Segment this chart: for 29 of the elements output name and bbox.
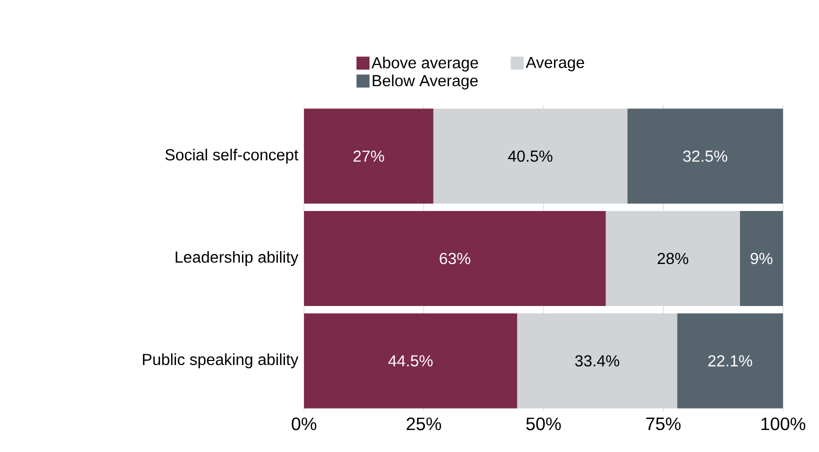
x-tick-label: 75% (646, 418, 681, 430)
data-label: 27% (354, 150, 384, 162)
bar (304, 108, 434, 204)
x-tick-label: 0% (292, 418, 316, 430)
bar (606, 211, 740, 306)
legend-label: Average (526, 56, 584, 72)
data-label: 33.4% (575, 355, 620, 366)
bar (304, 211, 606, 306)
bar (517, 313, 678, 408)
x-tick-label: 50% (526, 418, 561, 430)
data-label: 32.5% (683, 150, 728, 162)
data-label: 44.5% (388, 355, 433, 366)
bar (433, 108, 628, 204)
data-label: 9% (750, 252, 772, 264)
bar (627, 108, 784, 204)
bar (304, 313, 518, 408)
data-label: 22.1% (708, 355, 752, 366)
data-label: 28% (658, 252, 688, 264)
y-tick-label: Social self-concept (165, 148, 298, 164)
y-tick-label: Leadership ability (176, 251, 298, 266)
data-label: 40.5% (508, 150, 552, 162)
data-label: 63% (440, 252, 470, 264)
legend-label: Above average (372, 56, 478, 72)
x-tick-label: 100% (761, 418, 806, 430)
y-tick-label: Public speaking ability (142, 353, 298, 368)
bar (677, 313, 784, 408)
bar (740, 211, 784, 306)
legend-label: Below Average (372, 74, 478, 90)
x-tick-label: 25% (406, 418, 442, 430)
